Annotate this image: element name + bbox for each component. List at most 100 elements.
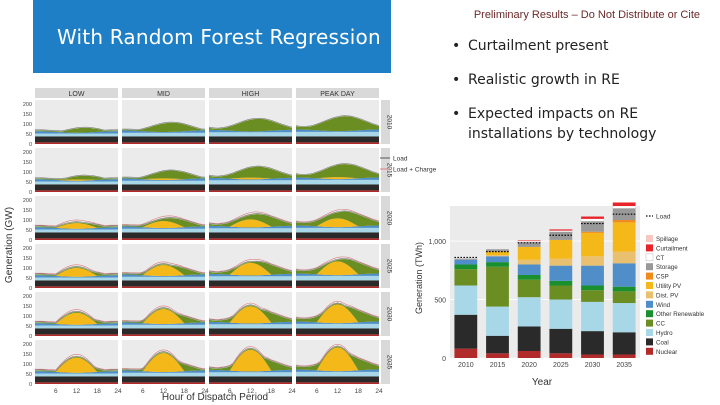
bar-segment xyxy=(454,269,478,286)
facet-area-layer xyxy=(122,353,205,372)
bar-legend-label: Dist. PV xyxy=(656,292,679,299)
facet-area-layer xyxy=(209,118,292,132)
bar-segment xyxy=(612,202,636,206)
facet-load-line xyxy=(34,355,119,371)
facet-area-layer xyxy=(296,218,379,228)
facet-area-layer xyxy=(209,280,292,287)
bar-legend-swatch xyxy=(646,291,653,299)
facet-load-line xyxy=(34,174,119,179)
facet-ytick-label: 200 xyxy=(23,198,32,204)
facet-area-layer xyxy=(209,132,292,137)
facet-area-layer xyxy=(35,286,118,288)
facet-load-line xyxy=(121,217,206,226)
facet-area-layer xyxy=(296,371,379,377)
facet-area-layer xyxy=(209,376,292,383)
facet-load-charge-line xyxy=(34,309,119,323)
facet-area-layer xyxy=(122,286,205,288)
facet-ytick-label: 150 xyxy=(23,352,32,358)
facet-ytick-label: 100 xyxy=(23,362,32,368)
bar-segment xyxy=(581,354,604,358)
facet-load-charge-line xyxy=(34,354,119,371)
facet-xtick-label: 12 xyxy=(160,388,168,395)
facet-area-layer xyxy=(122,280,205,287)
facet-column-label: PEAK DAY xyxy=(320,91,355,98)
facet-ytick-label: 200 xyxy=(23,342,32,348)
bar-xtick-label: 2035 xyxy=(616,362,632,369)
bar-segment xyxy=(549,229,573,231)
facet-area-layer xyxy=(122,276,205,281)
facet-area-layer xyxy=(35,376,118,383)
bar-legend-swatch xyxy=(646,329,653,336)
facet-area-layer xyxy=(35,357,118,373)
bar-segment xyxy=(612,220,636,223)
bar-legend-swatch xyxy=(646,263,653,271)
facet-area-layer xyxy=(209,276,292,281)
facet-area-layer xyxy=(122,136,205,143)
facet-area-layer xyxy=(296,129,379,132)
facet-area-layer xyxy=(35,382,118,384)
facet-row-label: 2030 xyxy=(386,307,393,322)
facet-load-line xyxy=(208,213,293,225)
bar-segment xyxy=(612,291,636,304)
facet-ytick-label: 50 xyxy=(26,180,32,186)
facet-load-line xyxy=(34,311,119,323)
facet-ytick-label: 100 xyxy=(23,122,32,128)
facet-area-layer xyxy=(209,232,292,239)
bar-segment xyxy=(517,259,541,265)
facet-area-layer xyxy=(209,136,292,143)
facet-load-line xyxy=(34,266,119,275)
facet-area-layer xyxy=(122,132,205,137)
facet-area-layer xyxy=(296,116,379,132)
facet-area-layer xyxy=(122,382,205,384)
facet-row-label: 2035 xyxy=(386,355,393,370)
facet-area-layer xyxy=(35,323,118,326)
facet-xtick-label: 12 xyxy=(334,388,342,395)
facet-area-layer xyxy=(209,286,292,288)
facet-row-label: 2020 xyxy=(386,211,393,226)
bullet-item: Realistic growth in RE xyxy=(450,70,710,90)
facet-area-layer xyxy=(296,142,379,144)
generation-bar-chart: Generation (TWh) Year 0 500 1,000 2010 2015 2… xyxy=(414,202,705,388)
facet-area-layer xyxy=(209,166,292,179)
bullet-list: Curtailment present Realistic growth in … xyxy=(450,36,710,158)
facet-area-layer xyxy=(296,303,379,323)
bar-segment xyxy=(612,222,636,252)
facet-area-layer xyxy=(122,180,205,185)
facet-area-layer xyxy=(296,321,379,324)
facet-area-layer xyxy=(35,229,118,233)
bar-segment xyxy=(454,285,478,315)
facet-ytick-label: 50 xyxy=(26,324,32,330)
facet-area-layer xyxy=(209,225,292,229)
bar-legend-label: CT xyxy=(656,255,664,262)
facet-column-header xyxy=(296,88,379,98)
facet-area-layer xyxy=(296,179,379,185)
facet-load-line xyxy=(295,258,380,271)
facet-xtick-label: 12 xyxy=(247,388,255,395)
facet-load-line xyxy=(208,304,293,321)
facet-xlabel: Hour of Dispatch Period xyxy=(162,392,268,403)
facet-area-layer xyxy=(209,142,292,144)
facet-area-layer xyxy=(35,275,118,278)
facet-area-layer xyxy=(122,218,205,228)
facet-area-layer xyxy=(122,232,205,239)
facet-area-layer xyxy=(296,346,379,371)
facet-ytick-label: 0 xyxy=(29,382,32,388)
bar-legend-swatch xyxy=(646,272,653,280)
facet-row-strip xyxy=(381,100,390,144)
facet-xtick-label: 18 xyxy=(94,388,102,395)
facet-area-layer xyxy=(209,190,292,192)
facet-load-charge-line xyxy=(208,211,293,224)
facet-row-strip xyxy=(381,340,390,384)
dispatch-facet-chart: Generation (GW) Hour of Dispatch Period … xyxy=(4,88,437,403)
bar-segment xyxy=(517,240,541,243)
facet-load-charge-line xyxy=(34,219,119,227)
facet-area-layer xyxy=(35,232,118,239)
facet-area-layer xyxy=(209,334,292,336)
bar-ytick-label: 500 xyxy=(434,298,446,305)
facet-ytick-label: 100 xyxy=(23,218,32,224)
facet-area-layer xyxy=(35,127,118,133)
facet-area-layer xyxy=(209,238,292,240)
facet-row-strip xyxy=(381,292,390,336)
facet-load-line xyxy=(208,117,293,129)
facet-area-layer xyxy=(122,226,205,229)
